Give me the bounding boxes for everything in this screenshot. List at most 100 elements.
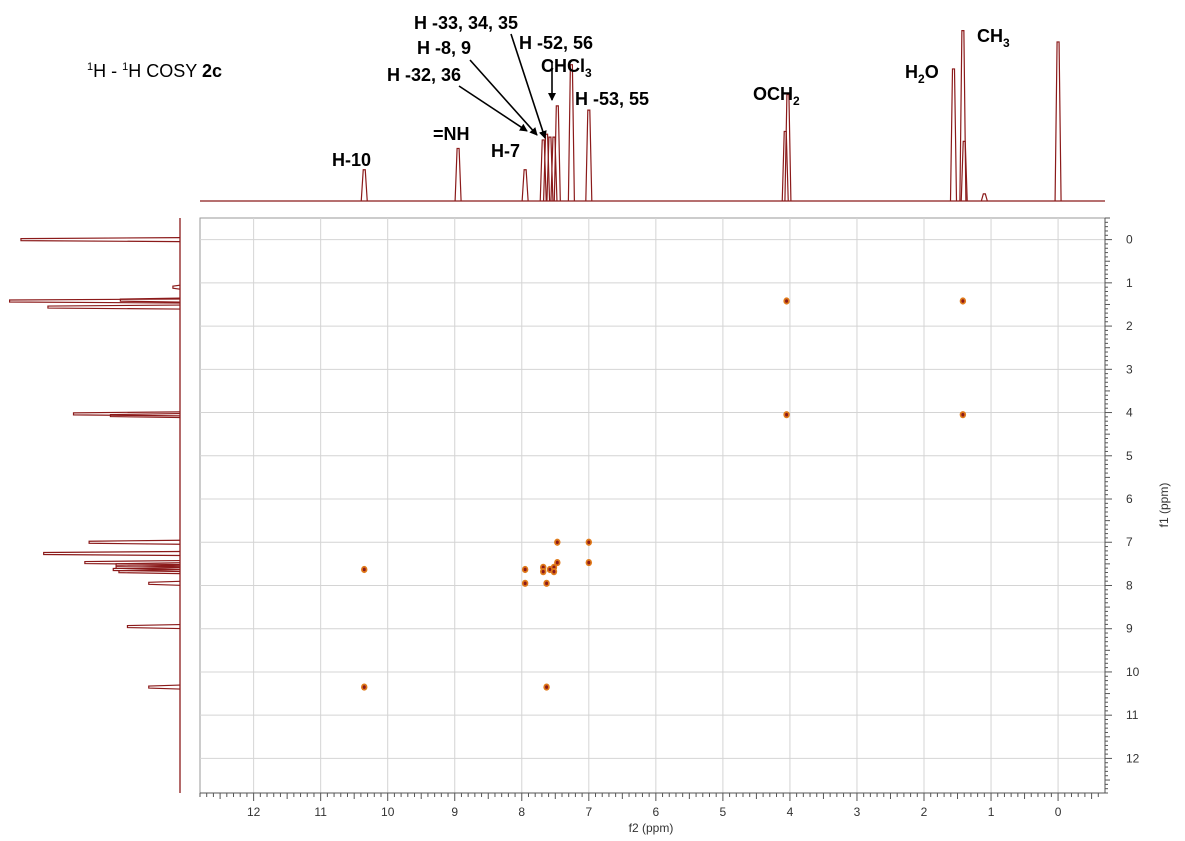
y-tick-label: 4	[1126, 406, 1133, 420]
left-spectrum-peak	[20, 237, 181, 243]
cross-peak-core	[545, 581, 549, 586]
left-spectrum-peak	[84, 559, 181, 566]
plot-frame	[199, 217, 1106, 794]
cross-peak-core	[587, 540, 591, 545]
peak-annotation: H -32, 36	[387, 65, 461, 85]
y-tick-label: 3	[1126, 362, 1133, 376]
x-tick-label: 10	[381, 805, 395, 819]
peak-annotation: CHCl3	[541, 56, 592, 80]
cross-peak-core	[523, 567, 527, 572]
title-prefix-h1: H -	[93, 61, 122, 81]
top-spectrum-peak	[360, 169, 368, 202]
top-spectrum-peak	[539, 139, 547, 202]
top-spectrum-peak	[567, 64, 575, 202]
peak-annotation: H -53, 55	[575, 89, 649, 109]
y-tick-label: 12	[1126, 751, 1140, 765]
left-spectrum-peak	[72, 411, 181, 417]
top-spectrum-peak	[521, 169, 529, 202]
title-prefix-h2: H	[128, 61, 146, 81]
x-tick-label: 6	[653, 805, 660, 819]
top-spectrum-peak	[784, 93, 792, 202]
title-sup: 1	[87, 61, 93, 73]
x-tick-label: 1	[988, 805, 995, 819]
left-spectrum-peak	[9, 298, 181, 304]
x-tick-label: 3	[854, 805, 861, 819]
x-tick-label: 2	[921, 805, 928, 819]
x-tick-label: 8	[518, 805, 525, 819]
y-tick-label: 5	[1126, 449, 1133, 463]
cross-peak-core	[785, 299, 789, 303]
cross-peak-core	[785, 412, 789, 417]
annotation-arrow	[469, 59, 538, 136]
left-spectrum-peak	[47, 304, 181, 310]
left-spectrum-peak	[115, 562, 181, 568]
left-spectrum-peak	[148, 580, 181, 586]
y-tick-label: 11	[1126, 708, 1139, 722]
cross-peak-core	[541, 569, 545, 574]
left-spectrum-peak	[126, 623, 181, 630]
cross-peak-core	[555, 560, 559, 565]
top-spectrum-peak	[585, 109, 593, 202]
left-projection-spectrum	[9, 218, 181, 793]
top-spectrum-peak	[553, 105, 561, 202]
cross-peak-core	[545, 685, 549, 689]
annotation-arrow	[510, 33, 547, 139]
left-spectrum-peak	[118, 569, 181, 575]
left-spectrum-peak	[88, 539, 181, 545]
peak-annotations: H-10=NHH-7H -32, 36H -8, 9H -33, 34, 35H…	[332, 13, 1010, 170]
top-spectrum-peak	[1054, 41, 1062, 202]
x-axis: 12 11 10 9 8 7 6 5 4 3 2 1 0	[199, 792, 1105, 819]
y-tick-label: 2	[1126, 319, 1133, 333]
left-spectrum-peak	[119, 297, 181, 303]
top-spectrum-peak	[959, 30, 967, 202]
top-spectrum-peak	[550, 136, 558, 202]
cross-peak-core	[587, 560, 591, 565]
peak-annotation: H -33, 34, 35	[414, 13, 518, 33]
x-tick-label: 11	[314, 805, 327, 819]
top-spectrum-peak	[781, 130, 789, 202]
y-tick-label: 1	[1126, 276, 1133, 290]
cross-peak-core	[523, 581, 527, 586]
plot-area	[199, 217, 1106, 794]
x-tick-label: 9	[451, 805, 458, 819]
annotation-arrow	[458, 85, 528, 132]
x-tick-label: 0	[1055, 805, 1062, 819]
cross-peak-core	[362, 567, 366, 572]
top-spectrum-peak	[980, 193, 988, 202]
left-spectrum-peak	[148, 684, 181, 690]
y-tick-label: 9	[1126, 622, 1133, 636]
left-spectrum-peak	[172, 284, 181, 290]
y-tick-label: 10	[1126, 665, 1140, 679]
cross-peak-core	[548, 567, 552, 572]
peak-annotation: H -52, 56	[519, 33, 593, 53]
left-spectrum-peak	[43, 550, 181, 557]
title-text: COSY	[146, 61, 197, 81]
x-tick-label: 12	[247, 805, 261, 819]
x-tick-label: 5	[720, 805, 727, 819]
cross-peak-core	[961, 412, 965, 417]
top-spectrum-peak	[454, 147, 462, 202]
x-tick-label: 7	[585, 805, 592, 819]
y-tick-label: 6	[1126, 492, 1133, 506]
left-spectrum-peak	[112, 566, 181, 573]
y-axis-label: f1 (ppm)	[1157, 483, 1171, 528]
peak-annotation: CH3	[977, 26, 1010, 50]
top-projection-spectrum	[200, 30, 1105, 202]
cross-peak-core	[961, 299, 965, 303]
cross-peak-core	[555, 540, 559, 545]
cross-peak-core	[552, 569, 556, 574]
cross-peak-core	[362, 685, 366, 689]
y-tick-label: 7	[1126, 535, 1133, 549]
peak-annotation: OCH2	[753, 84, 800, 108]
top-spectrum-peak	[960, 140, 968, 202]
peak-annotation: H -8, 9	[417, 38, 471, 58]
x-tick-label: 4	[787, 805, 794, 819]
y-tick-label: 0	[1126, 233, 1133, 247]
peak-annotation: H-10	[332, 150, 371, 170]
peak-annotation: H2O	[905, 62, 939, 86]
peak-annotation: =NH	[433, 124, 470, 144]
peak-annotation: H-7	[491, 141, 520, 161]
title-compound: 2c	[202, 61, 222, 81]
